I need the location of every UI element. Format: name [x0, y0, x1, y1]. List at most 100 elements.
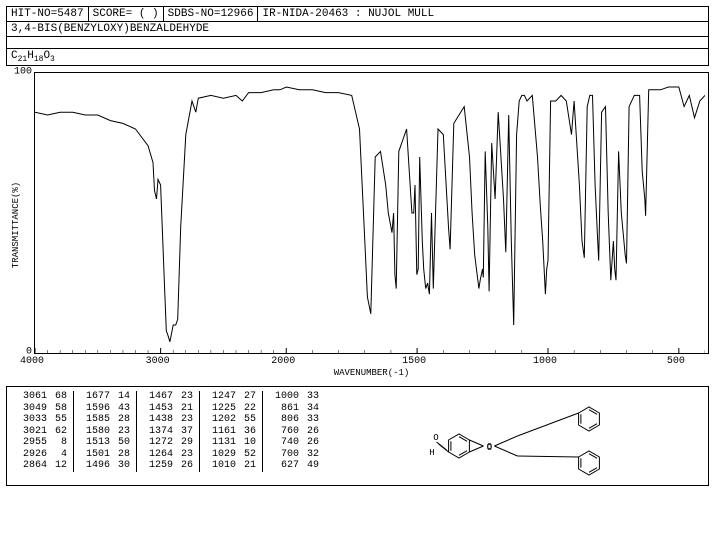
peak-row: 120255: [206, 414, 256, 426]
peak-value: 26: [179, 460, 193, 472]
peak-value: 43: [116, 403, 130, 415]
peak-value: 32: [305, 449, 319, 461]
peak-wavenumber: 3021: [17, 426, 47, 438]
peak-column: 100033861348063376026740267003262749: [263, 391, 325, 472]
peak-row: 3033 55: [17, 414, 67, 426]
spectrum-chart: TRANSMITTANCE(%) 100 0 40003000200015001…: [6, 72, 709, 378]
peak-wavenumber: 1374: [143, 426, 173, 438]
peak-wavenumber: 861: [269, 403, 299, 415]
peak-value: 10: [242, 437, 256, 449]
peak-value: 58: [53, 403, 67, 415]
peak-value: 33: [305, 414, 319, 426]
plot-area: [34, 72, 709, 354]
peak-value: 26: [305, 437, 319, 449]
x-tick-label: 2000: [271, 356, 295, 367]
sdbs-cell: SDBS-NO=12966: [164, 7, 259, 21]
peak-wavenumber: 806: [269, 414, 299, 426]
peak-wavenumber: 1010: [206, 460, 236, 472]
peak-row: 1438 23: [143, 414, 193, 426]
peak-value: 28: [116, 449, 130, 461]
peak-row: 151350: [80, 437, 130, 449]
peak-value: 21: [242, 460, 256, 472]
peak-row: 1010 21: [206, 460, 256, 472]
peak-value: 23: [179, 391, 193, 403]
peak-row: 100033: [269, 391, 319, 403]
peak-row: 806 33: [269, 414, 319, 426]
hit-no-cell: HIT-NO=5487: [7, 7, 89, 21]
peak-value: 23: [179, 449, 193, 461]
peak-wavenumber: 1438: [143, 414, 173, 426]
peak-value: 22: [242, 403, 256, 415]
spectrum-line: [35, 73, 705, 353]
peak-value: 12: [53, 460, 67, 472]
peak-wavenumber: 3033: [17, 414, 47, 426]
svg-text:O: O: [486, 443, 491, 453]
peak-wavenumber: 700: [269, 449, 299, 461]
peak-row: 1131 10: [206, 437, 256, 449]
peak-wavenumber: 1580: [80, 426, 110, 438]
peak-value: 62: [53, 426, 67, 438]
peak-wavenumber: 1029: [206, 449, 236, 461]
peak-column: 1247271225221202551161361131101029521010…: [200, 391, 263, 472]
peak-value: 4: [53, 449, 67, 461]
peak-wavenumber: 1513: [80, 437, 110, 449]
peak-value: 52: [242, 449, 256, 461]
molecule-diagram: OHOO: [333, 391, 704, 481]
peak-row: 861 34: [269, 403, 319, 415]
peak-value: 28: [116, 414, 130, 426]
peak-value: 8: [53, 437, 67, 449]
x-tick-label: 3000: [146, 356, 170, 367]
header-row: HIT-NO=5487 SCORE= ( ) SDBS-NO=12966 IR-…: [6, 6, 709, 22]
peak-wavenumber: 627: [269, 460, 299, 472]
peak-wavenumber: 3061: [17, 391, 47, 403]
svg-text:H: H: [429, 448, 434, 458]
peak-value: 55: [242, 414, 256, 426]
peak-wavenumber: 1453: [143, 403, 173, 415]
peak-column: 1677141596431585281580231513501501281496…: [74, 391, 137, 472]
molecular-formula: C21H18O3: [6, 49, 709, 66]
peak-row: 1247 27: [206, 391, 256, 403]
peak-wavenumber: 2864: [17, 460, 47, 472]
peak-row: 29264: [17, 449, 67, 461]
peak-wavenumber: 2955: [17, 437, 47, 449]
peak-row: 137437: [143, 426, 193, 438]
peak-row: 1225 22: [206, 403, 256, 415]
peak-wavenumber: 1259: [143, 460, 173, 472]
x-tick-label: 4000: [20, 356, 44, 367]
peak-wavenumber: 1131: [206, 437, 236, 449]
peak-value: 33: [305, 391, 319, 403]
peak-value: 23: [179, 414, 193, 426]
peak-table: 3061683049583033553021622955829264286412…: [11, 391, 325, 472]
y-tick-100: 100: [14, 67, 32, 78]
peak-row: 158023: [80, 426, 130, 438]
peak-wavenumber: 1161: [206, 426, 236, 438]
peak-wavenumber: 1677: [80, 391, 110, 403]
title-cell: IR-NIDA-20463 : NUJOL MULL: [258, 7, 708, 21]
peak-wavenumber: 760: [269, 426, 299, 438]
peak-value: 27: [242, 391, 256, 403]
peak-row: 167714: [80, 391, 130, 403]
peak-wavenumber: 1585: [80, 414, 110, 426]
peak-wavenumber: 740: [269, 437, 299, 449]
peak-row: 1029 52: [206, 449, 256, 461]
peak-value: 55: [53, 414, 67, 426]
peak-row: 149630: [80, 460, 130, 472]
x-tick-label: 1500: [402, 356, 426, 367]
peak-wavenumber: 1596: [80, 403, 110, 415]
peak-column: 1467231453211438231374371272291264231259…: [137, 391, 200, 472]
peak-row: 145321: [143, 403, 193, 415]
peak-wavenumber: 3049: [17, 403, 47, 415]
x-tick-label: 500: [667, 356, 685, 367]
peak-value: 49: [305, 460, 319, 472]
peak-row: 1596 43: [80, 403, 130, 415]
peak-wavenumber: 1247: [206, 391, 236, 403]
peak-wavenumber: 1225: [206, 403, 236, 415]
svg-text:O: O: [433, 433, 438, 443]
peak-value: 34: [305, 403, 319, 415]
peak-wavenumber: 1467: [143, 391, 173, 403]
peak-row: 3021 62: [17, 426, 67, 438]
peak-row: 2955 8: [17, 437, 67, 449]
peak-wavenumber: 1264: [143, 449, 173, 461]
peak-row: 127229: [143, 437, 193, 449]
peak-wavenumber: 1272: [143, 437, 173, 449]
